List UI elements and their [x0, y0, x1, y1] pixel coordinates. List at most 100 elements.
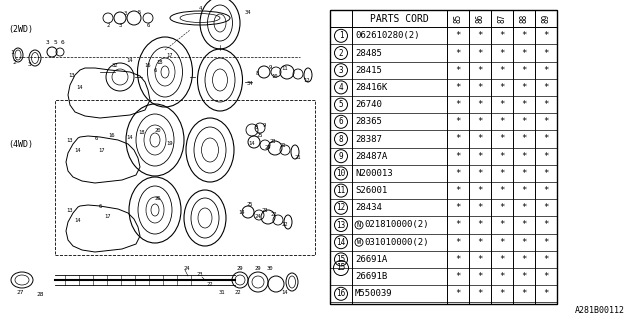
Text: 6: 6	[60, 39, 64, 44]
Text: *: *	[543, 134, 548, 143]
Text: *: *	[455, 238, 461, 247]
Text: *: *	[543, 238, 548, 247]
Text: 11: 11	[282, 66, 288, 70]
Text: 11: 11	[337, 186, 346, 195]
Text: 14: 14	[249, 140, 255, 146]
Text: 29: 29	[255, 266, 261, 270]
Text: *: *	[522, 169, 527, 178]
Text: 31: 31	[219, 290, 225, 294]
Text: 26: 26	[155, 196, 161, 202]
Text: 22: 22	[271, 212, 277, 218]
Text: *: *	[455, 100, 461, 109]
Text: 14: 14	[282, 290, 288, 294]
Text: 28485: 28485	[355, 49, 382, 58]
Text: *: *	[477, 83, 483, 92]
Text: 19: 19	[167, 140, 173, 146]
Text: 10: 10	[272, 74, 278, 78]
Text: 23: 23	[269, 139, 276, 143]
Text: 24: 24	[265, 145, 271, 149]
Text: 2: 2	[12, 60, 16, 65]
Text: *: *	[455, 220, 461, 229]
Text: N: N	[357, 222, 361, 228]
Text: 17: 17	[105, 214, 111, 220]
Text: 021810000(2): 021810000(2)	[364, 220, 429, 229]
Text: 8: 8	[254, 124, 258, 130]
Text: 3: 3	[28, 61, 32, 67]
Text: *: *	[499, 49, 505, 58]
Text: *: *	[455, 134, 461, 143]
Text: *: *	[543, 255, 548, 264]
Text: 27: 27	[16, 291, 24, 295]
Text: 9: 9	[339, 152, 343, 161]
Text: *: *	[543, 203, 548, 212]
Text: 3: 3	[124, 11, 127, 15]
Text: 25: 25	[257, 132, 263, 138]
Text: *: *	[499, 152, 505, 161]
Text: 9: 9	[262, 123, 266, 127]
Text: 15: 15	[337, 255, 346, 264]
Text: 1: 1	[10, 50, 14, 54]
Text: A281B00112: A281B00112	[575, 306, 625, 315]
Text: (2WD): (2WD)	[8, 25, 33, 34]
Text: 031010000(2): 031010000(2)	[364, 238, 429, 247]
Text: *: *	[522, 100, 527, 109]
Text: 9: 9	[268, 65, 271, 69]
Text: 17: 17	[99, 148, 105, 153]
Text: 89: 89	[541, 14, 550, 23]
Text: 14: 14	[77, 84, 83, 90]
Text: 28415: 28415	[355, 66, 382, 75]
Text: 8: 8	[339, 134, 343, 143]
Text: 13: 13	[67, 138, 73, 142]
Text: 22: 22	[235, 290, 241, 294]
Text: *: *	[543, 272, 548, 281]
Text: *: *	[477, 66, 483, 75]
Text: *: *	[543, 49, 548, 58]
Text: *: *	[522, 238, 527, 247]
Text: 20: 20	[155, 127, 161, 132]
Text: *: *	[543, 169, 548, 178]
Text: 28: 28	[36, 292, 44, 298]
Text: 4: 4	[198, 5, 202, 11]
Text: 26740: 26740	[355, 100, 382, 109]
Text: 22: 22	[282, 221, 288, 227]
Text: 28365: 28365	[355, 117, 382, 126]
Text: 16: 16	[337, 289, 346, 298]
Text: 8: 8	[255, 70, 259, 76]
Text: (4WD): (4WD)	[8, 140, 33, 149]
Text: *: *	[455, 255, 461, 264]
Text: 6: 6	[147, 22, 150, 28]
Text: 14: 14	[239, 211, 245, 215]
Text: *: *	[477, 238, 483, 247]
Text: *: *	[499, 272, 505, 281]
Text: 14: 14	[75, 148, 81, 153]
Text: PARTS CORD: PARTS CORD	[370, 14, 429, 24]
Text: 16: 16	[109, 132, 115, 138]
Text: 34: 34	[244, 10, 252, 14]
Text: N200013: N200013	[355, 169, 392, 178]
Text: S26001: S26001	[355, 186, 387, 195]
Text: *: *	[543, 83, 548, 92]
Text: *: *	[543, 31, 548, 40]
Text: 2: 2	[339, 49, 343, 58]
Text: 29: 29	[237, 266, 243, 270]
Text: *: *	[499, 31, 505, 40]
Text: *: *	[543, 220, 548, 229]
Text: *: *	[499, 203, 505, 212]
Text: 14: 14	[75, 218, 81, 222]
Text: 14: 14	[337, 238, 346, 247]
Text: 12: 12	[337, 203, 346, 212]
Text: 4: 4	[339, 83, 343, 92]
Text: *: *	[477, 100, 483, 109]
Text: 5: 5	[339, 100, 343, 109]
Text: 1: 1	[339, 31, 343, 40]
Text: 22: 22	[207, 283, 213, 287]
Text: *: *	[477, 152, 483, 161]
Text: 30: 30	[267, 266, 273, 270]
Text: *: *	[522, 186, 527, 195]
Text: 34: 34	[247, 81, 253, 85]
Text: *: *	[522, 272, 527, 281]
Text: 26691B: 26691B	[355, 272, 387, 281]
Text: 85: 85	[454, 14, 463, 23]
Text: *: *	[499, 255, 505, 264]
Text: *: *	[477, 186, 483, 195]
